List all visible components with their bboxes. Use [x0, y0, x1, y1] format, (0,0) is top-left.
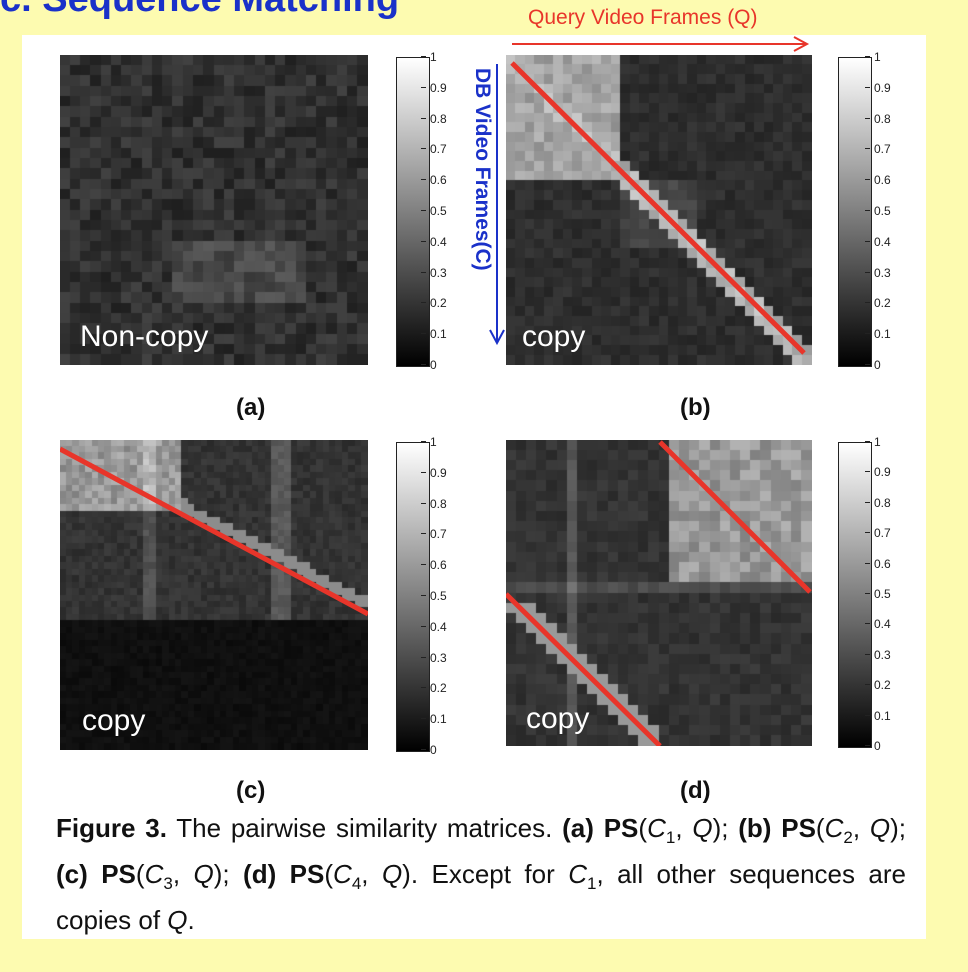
sublabel-c: (c): [236, 777, 266, 804]
caption-sub: 3: [163, 874, 173, 894]
caption-ps: PS: [603, 813, 639, 843]
colorbar-tick: 0.6: [865, 556, 891, 571]
similarity-matrix-c: copy: [60, 440, 368, 750]
matrix-a-label: Non-copy: [80, 320, 209, 353]
colorbar-tick: 0.5: [421, 204, 447, 218]
matrix-c-label: copy: [82, 704, 146, 737]
db-arrow-icon: [489, 64, 505, 346]
colorbar-tick: 0.1: [421, 327, 447, 342]
colorbar-tick: 0.2: [865, 296, 891, 311]
caption-sub: 2: [843, 828, 853, 848]
colorbar-tick: 0.1: [865, 708, 891, 723]
colorbar-tick: 0.3: [865, 647, 891, 662]
colorbar-tick: 0.7: [865, 142, 891, 157]
colorbar-tick: 0.4: [421, 234, 447, 249]
caption-sub: 1: [586, 874, 597, 894]
caption-a-ref: (a): [562, 813, 594, 843]
caption-text: The pairwise similarity matrices.: [166, 813, 563, 843]
sublabel-d: (d): [680, 777, 711, 804]
colorbar-tick: 0.9: [865, 465, 891, 480]
caption-c-ref: (c): [56, 859, 88, 890]
colorbar-tick: 0.1: [421, 712, 447, 727]
colorbar-tick: 0.2: [421, 681, 447, 696]
matrix-d-label: copy: [526, 702, 590, 735]
colorbar-tick: 0.2: [421, 296, 447, 311]
query-frames-axis: Query Video Frames (Q): [510, 6, 815, 60]
similarity-matrix-d: copy: [506, 440, 812, 746]
sublabel-a: (a): [236, 394, 266, 421]
figure-caption: Figure 3. The pairwise similarity matric…: [56, 813, 906, 936]
caption-var-c: C: [647, 813, 666, 843]
colorbar-tick: 0: [865, 358, 881, 372]
colorbar-tick: 1: [865, 50, 881, 64]
caption-ps: PS: [781, 813, 816, 843]
caption-var-c: C: [144, 859, 164, 890]
colorbar-b: [838, 57, 872, 367]
colorbar-tick: 0.6: [865, 173, 891, 188]
db-frames-axis: DB Video Frames(C): [462, 62, 508, 352]
caption-var-q: Q: [193, 859, 214, 890]
caption-var-c: C: [824, 813, 844, 843]
colorbar-tick: 0.3: [865, 265, 891, 280]
caption-var-q: Q: [381, 859, 403, 890]
colorbar-tick: 0.8: [421, 496, 447, 511]
colorbar-tick: 0.5: [865, 204, 891, 218]
colorbar-tick: 0: [421, 358, 437, 372]
colorbar-tick: 0.5: [421, 589, 447, 603]
caption-ps: PS: [101, 859, 136, 890]
caption-b-ref: (b): [738, 813, 772, 843]
slide-title: c. Sequence Matching: [0, 0, 399, 21]
caption-d-ref: (d): [243, 859, 277, 890]
colorbar-d: [838, 442, 872, 748]
colorbar-tick: 0.3: [421, 265, 447, 280]
caption-text: , all other sequences are copies of: [56, 859, 906, 936]
colorbar-tick: 0.3: [421, 650, 447, 665]
caption-var-q: Q: [692, 813, 713, 843]
matrix-d-heatmap: [506, 440, 812, 746]
similarity-matrix-b: copy: [506, 55, 812, 365]
caption-var-q: Q: [869, 813, 891, 843]
caption-var-c: C: [333, 859, 352, 890]
colorbar-tick: 0.5: [865, 587, 891, 601]
matrix-b-heatmap: [506, 55, 812, 365]
colorbar-tick: 0.4: [421, 619, 447, 634]
colorbar-tick: 0.9: [421, 80, 447, 95]
colorbar-tick: 0.6: [421, 173, 447, 188]
colorbar-tick: 0.4: [865, 234, 891, 249]
colorbar-tick: 0.4: [865, 617, 891, 632]
colorbar-tick: 1: [865, 435, 881, 449]
colorbar-tick: 0.9: [421, 465, 447, 480]
colorbar-tick: 0.9: [865, 80, 891, 95]
colorbar-tick: 0.2: [865, 678, 891, 693]
db-frames-label: DB Video Frames(C): [471, 68, 494, 271]
query-frames-label: Query Video Frames (Q): [528, 6, 758, 29]
colorbar-tick: 0.1: [865, 327, 891, 342]
colorbar-tick: 0.7: [865, 526, 891, 541]
colorbar-tick: 0.8: [865, 111, 891, 126]
caption-sub: 1: [665, 828, 676, 848]
caption-var-c: C: [568, 859, 587, 890]
colorbar-tick: 0.7: [421, 142, 447, 157]
colorbar-tick: 0.7: [421, 527, 447, 542]
caption-ps: PS: [289, 859, 325, 890]
figure-number: Figure 3.: [56, 813, 167, 843]
caption-text: Except for: [418, 859, 569, 890]
caption-sub: 4: [351, 874, 362, 894]
similarity-matrix-a: Non-copy: [60, 55, 368, 365]
colorbar-tick: 0: [865, 739, 881, 753]
matrix-b-label: copy: [522, 320, 586, 353]
colorbar-tick: 0.8: [421, 111, 447, 126]
query-arrow-icon: [512, 36, 810, 52]
sublabel-b: (b): [680, 394, 711, 421]
colorbar-tick: 1: [421, 50, 437, 64]
colorbar-tick: 0.8: [865, 495, 891, 510]
colorbar-c: [396, 442, 430, 752]
colorbar-tick: 1: [421, 435, 437, 449]
colorbar-tick: 0.6: [421, 558, 447, 573]
caption-var-q: Q: [167, 905, 188, 936]
colorbar-a: [396, 57, 430, 367]
colorbar-tick: 0: [421, 743, 437, 757]
matrix-a-heatmap: [60, 55, 368, 365]
